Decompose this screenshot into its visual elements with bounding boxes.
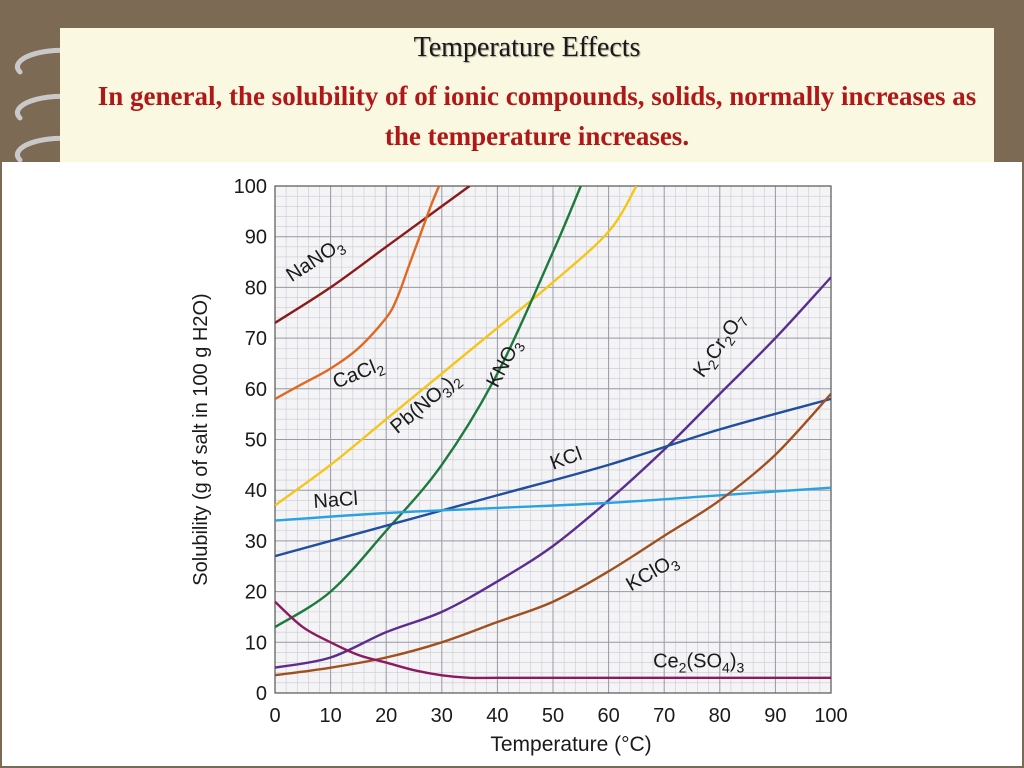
series-label-nacl: NaCl [313,488,359,513]
x-tick-label: 30 [431,705,453,727]
series-line-nano3 [275,186,471,324]
slide-title: Temperature Effects [413,32,641,63]
y-tick-label: 40 [245,480,267,502]
series-line-k2cr2o7 [275,276,831,669]
y-tick-label: 50 [245,430,267,452]
slide-subtitle: In general, the solubility of of ionic c… [97,81,977,151]
y-tick-label: 10 [245,632,267,654]
series-label-ce2so43: Ce2(SO4)3 [653,651,744,676]
series-line-kno3 [275,186,582,629]
solubility-chart: 0 10 20 30 40 50 60 70 80 90 100 0 10 20 30 40 50 60 70 80 9… [190,176,848,756]
x-tick-label: 80 [709,705,731,727]
y-tick-label: 70 [245,328,267,350]
x-tick-label: 10 [319,705,341,727]
x-tick-label: 60 [597,705,619,727]
x-tick-label: 0 [269,705,280,727]
x-tick-label: 90 [764,705,786,727]
x-tick-label: 20 [375,705,397,727]
x-tick-label: 100 [814,705,847,727]
series-line-kcl [275,397,831,558]
x-tick-label: 40 [486,705,508,727]
series-line-nacl [275,486,831,522]
y-tick-label: 60 [245,379,267,401]
y-tick-label: 30 [245,531,267,553]
slide-header: Temperature Effects In general, the solu… [60,28,994,162]
series-line-pbno32 [275,186,638,507]
y-tick-label: 0 [256,683,267,705]
series-line-ce2so43 [275,600,831,680]
x-tick-label: 70 [653,705,675,727]
x-axis-label: Temperature (°C) [490,733,651,756]
y-tick-label: 80 [245,277,267,299]
y-axis-label: Solubility (g of salt in 100 g H2O) [190,293,212,585]
chart-panel: 0 10 20 30 40 50 60 70 80 90 100 0 10 20 30 40 50 60 70 80 9… [2,162,1022,766]
series-line-cacl2 [275,186,441,400]
y-tick-label: 100 [234,176,267,198]
y-tick-label: 20 [245,582,267,604]
x-tick-label: 50 [542,705,564,727]
plot-frame [274,185,832,694]
y-tick-label: 90 [245,227,267,249]
